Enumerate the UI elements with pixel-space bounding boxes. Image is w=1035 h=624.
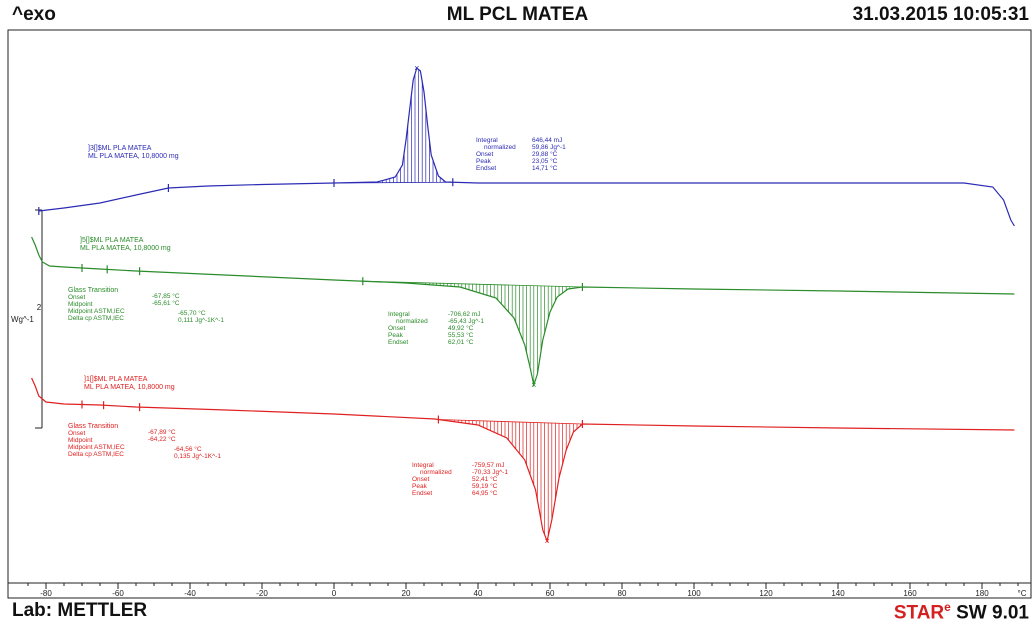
plot-frame bbox=[7, 29, 1032, 599]
integration-value: 64,95 °C bbox=[472, 489, 498, 497]
x-tick-label: 160 bbox=[903, 589, 917, 598]
glass-transition-label: Delta cp ASTM,IEC bbox=[68, 315, 124, 322]
x-tick-label: 60 bbox=[546, 589, 555, 598]
software-version: SW 9.01 bbox=[950, 602, 1029, 624]
integration-value: 29,88 °C bbox=[532, 150, 558, 158]
integration-value: -759,57 mJ bbox=[472, 462, 505, 469]
x-tick-label: 40 bbox=[474, 589, 483, 598]
glass-transition-value: 0,111 Jg^-1K^-1 bbox=[178, 317, 224, 324]
glass-transition-label: Midpoint bbox=[68, 437, 93, 444]
software-brand: STAR bbox=[893, 602, 945, 624]
integration-label: Integral bbox=[476, 137, 498, 144]
glass-transition-value: -67,85 °C bbox=[152, 292, 180, 300]
integration-value: 646,44 mJ bbox=[532, 137, 562, 144]
x-tick-label: 80 bbox=[618, 589, 627, 598]
peak-marker: × bbox=[544, 536, 549, 546]
glass-transition-label: Delta cp ASTM,IEC bbox=[68, 451, 124, 458]
curve-legend-line: ML PLA MATEA, 10,8000 mg bbox=[80, 245, 171, 252]
glass-transition-value: -65,70 °C bbox=[178, 309, 206, 317]
x-tick-label: 120 bbox=[759, 589, 773, 598]
integration-label: normalized bbox=[420, 469, 452, 476]
peak-marker: × bbox=[414, 63, 419, 73]
integration-value: 59,19 °C bbox=[472, 482, 498, 490]
integration-label: normalized bbox=[396, 318, 428, 325]
integration-value: -70,33 Jg^-1 bbox=[472, 469, 508, 476]
integration-baseline bbox=[438, 419, 583, 425]
curve-legend-line: ]1[]$ML PLA MATEA bbox=[84, 376, 148, 383]
lab-label: Lab: METTLER bbox=[12, 600, 148, 621]
peak-marker: × bbox=[531, 380, 536, 390]
glass-transition-label: Onset bbox=[68, 294, 86, 301]
x-tick-label: -80 bbox=[40, 589, 52, 598]
integration-value: 52,41 °C bbox=[472, 475, 498, 483]
software-label: STARe SW 9.01 bbox=[894, 600, 1029, 624]
integration-label: Endset bbox=[388, 339, 408, 346]
glass-transition-value: -64,56 °C bbox=[174, 445, 202, 453]
glass-transition-label: Onset bbox=[68, 430, 86, 437]
curve-legend-line: ML PLA MATEA, 10,8000 mg bbox=[88, 153, 179, 160]
glass-transition-label: Midpoint bbox=[68, 301, 93, 308]
glass-transition-value: -65,61 °C bbox=[152, 299, 180, 307]
integration-label: Peak bbox=[476, 158, 492, 165]
glass-transition-label: Midpoint ASTM,IEC bbox=[68, 308, 125, 315]
x-tick-label: 100 bbox=[687, 589, 701, 598]
integration-value: 62,01 °C bbox=[448, 338, 474, 346]
x-tick-label: -40 bbox=[184, 589, 196, 598]
green-curve bbox=[31, 236, 1015, 388]
blue-curve bbox=[38, 66, 1015, 227]
glass-transition-value: -67,89 °C bbox=[148, 428, 176, 436]
red-curve bbox=[31, 377, 1015, 544]
glass-transition-value: -64,22 °C bbox=[148, 435, 176, 443]
integration-label: normalized bbox=[484, 144, 516, 151]
integration-label: Onset bbox=[388, 325, 406, 332]
integration-label: Peak bbox=[388, 332, 404, 339]
chart-datetime: 31.03.2015 10:05:31 bbox=[852, 4, 1029, 25]
integration-label: Endset bbox=[412, 490, 432, 497]
x-axis-unit: °C bbox=[1018, 589, 1027, 598]
exo-direction-label: ^exo bbox=[12, 4, 56, 25]
glass-transition-title: Glass Transition bbox=[68, 287, 118, 294]
y-scale-value: 2 bbox=[37, 303, 42, 312]
integration-value: 49,92 °C bbox=[448, 324, 474, 332]
x-tick-label: 180 bbox=[975, 589, 989, 598]
integration-value: -65,43 Jg^-1 bbox=[448, 318, 484, 325]
curves-layer: × × × bbox=[31, 63, 1015, 546]
curve-legend-line: ML PLA MATEA, 10,8000 mg bbox=[84, 384, 175, 391]
x-tick-label: 0 bbox=[332, 589, 337, 598]
x-tick-label: -60 bbox=[112, 589, 124, 598]
integration-label: Onset bbox=[476, 151, 494, 158]
integration-value: 59,86 Jg^-1 bbox=[532, 144, 566, 151]
glass-transition-label: Midpoint ASTM,IEC bbox=[68, 444, 125, 451]
integration-value: -706,62 mJ bbox=[448, 311, 481, 318]
integration-label: Integral bbox=[412, 462, 434, 469]
integration-value: 55,53 °C bbox=[448, 331, 474, 339]
integration-label: Peak bbox=[412, 483, 428, 490]
integration-value: 23,05 °C bbox=[532, 157, 558, 165]
y-axis-label: Wg^-1 bbox=[11, 315, 34, 324]
glass-transition-title: Glass Transition bbox=[68, 423, 118, 430]
x-tick-label: -20 bbox=[256, 589, 268, 598]
integration-value: 14,71 °C bbox=[532, 164, 558, 172]
x-axis: -80 -60 -40 -20 0 20 40 60 80 100 120 140 160 180 °C bbox=[8, 209, 1031, 598]
integration-label: Onset bbox=[412, 476, 430, 483]
x-tick-label: 20 bbox=[402, 589, 411, 598]
software-brand-sup: e bbox=[944, 600, 951, 614]
glass-transition-value: 0,135 Jg^-1K^-1 bbox=[174, 453, 221, 460]
integration-label: Integral bbox=[388, 311, 410, 318]
curve-legend-line: ]3[]$ML PLA MATEA bbox=[88, 145, 152, 152]
integration-label: Endset bbox=[476, 165, 496, 172]
x-tick-label: 140 bbox=[831, 589, 845, 598]
curve-legend-line: ]5[]$ML PLA MATEA bbox=[80, 237, 144, 244]
chart-title: ML PCL MATEA bbox=[446, 4, 589, 25]
